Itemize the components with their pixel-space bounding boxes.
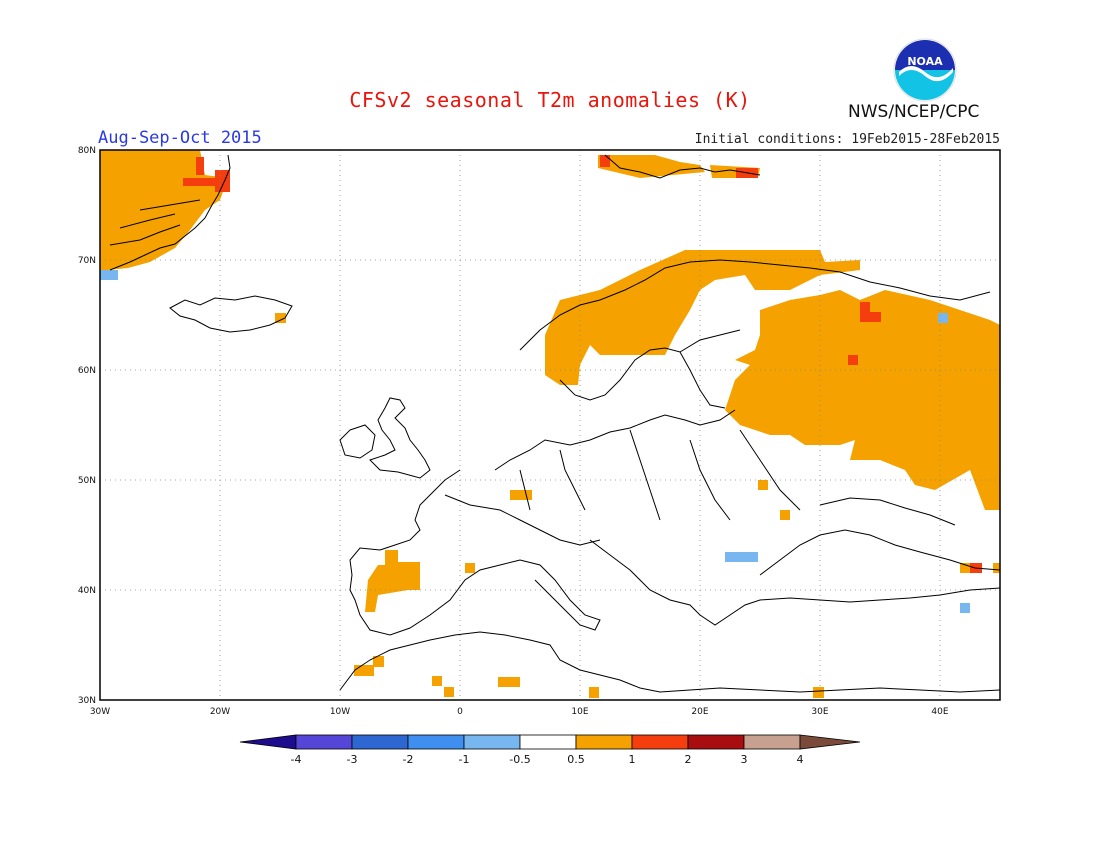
colorbar-bin xyxy=(743,734,801,750)
longitude-labels: 30W 20W 10W 0 10E 20E 30E 40E xyxy=(90,707,949,717)
lat-label-80n: 80N xyxy=(78,146,96,156)
lon-label-10w: 10W xyxy=(330,707,350,717)
colorbar-label: 3 xyxy=(741,753,748,766)
colorbar-label: 2 xyxy=(685,753,692,766)
lon-label-10e: 10E xyxy=(571,707,588,717)
noaa-logo-text: NOAA xyxy=(907,55,943,68)
colorbar-bin xyxy=(631,734,689,750)
colorbar-label: -2 xyxy=(403,753,414,766)
anomaly-shading xyxy=(100,150,1000,698)
colorbar-label: -3 xyxy=(347,753,358,766)
map-frame xyxy=(99,149,1001,701)
coastlines xyxy=(109,154,1001,693)
colorbar-label: 1 xyxy=(629,753,636,766)
colorbar-label: 4 xyxy=(797,753,804,766)
noaa-logo: NOAA xyxy=(893,38,957,102)
colorbar-label: -1 xyxy=(459,753,470,766)
colorbar-bin xyxy=(407,734,465,750)
lat-label-30n: 30N xyxy=(78,696,96,706)
colorbar xyxy=(239,734,861,750)
lat-label-70n: 70N xyxy=(78,256,96,266)
colorbar-bin xyxy=(463,734,521,750)
lon-label-30e: 30E xyxy=(811,707,828,717)
anomaly-shading-cool xyxy=(100,270,970,613)
lon-label-20w: 20W xyxy=(210,707,230,717)
colorbar-bin xyxy=(295,734,353,750)
colorbar-bin xyxy=(519,734,577,750)
lat-label-40n: 40N xyxy=(78,586,96,596)
forecast-period: Aug-Sep-Oct 2015 xyxy=(98,128,262,148)
map-title: CFSv2 seasonal T2m anomalies (K) xyxy=(349,88,751,112)
lon-label-30w: 30W xyxy=(90,707,110,717)
graticule xyxy=(100,150,1000,700)
agency-label: NWS/NCEP/CPC xyxy=(848,102,980,122)
latitude-labels: 80N 70N 60N 50N 40N 30N xyxy=(78,146,96,706)
colorbar-low-arrow xyxy=(239,734,297,750)
colorbar-high-arrow xyxy=(799,734,861,750)
initial-conditions: Initial conditions: 19Feb2015-28Feb2015 xyxy=(694,132,1000,147)
lon-label-20e: 20E xyxy=(691,707,708,717)
lat-label-50n: 50N xyxy=(78,476,96,486)
lon-label-40e: 40E xyxy=(931,707,948,717)
colorbar-label: -0.5 xyxy=(509,753,530,766)
lat-label-60n: 60N xyxy=(78,366,96,376)
colorbar-bin xyxy=(351,734,409,750)
colorbar-label: -4 xyxy=(291,753,302,766)
colorbar-labels: -4 -3 -2 -1 -0.5 0.5 1 2 3 4 xyxy=(291,753,804,766)
lon-label-0: 0 xyxy=(457,707,463,717)
colorbar-label: 0.5 xyxy=(567,753,585,766)
colorbar-bin xyxy=(687,734,745,750)
colorbar-bin xyxy=(575,734,633,750)
